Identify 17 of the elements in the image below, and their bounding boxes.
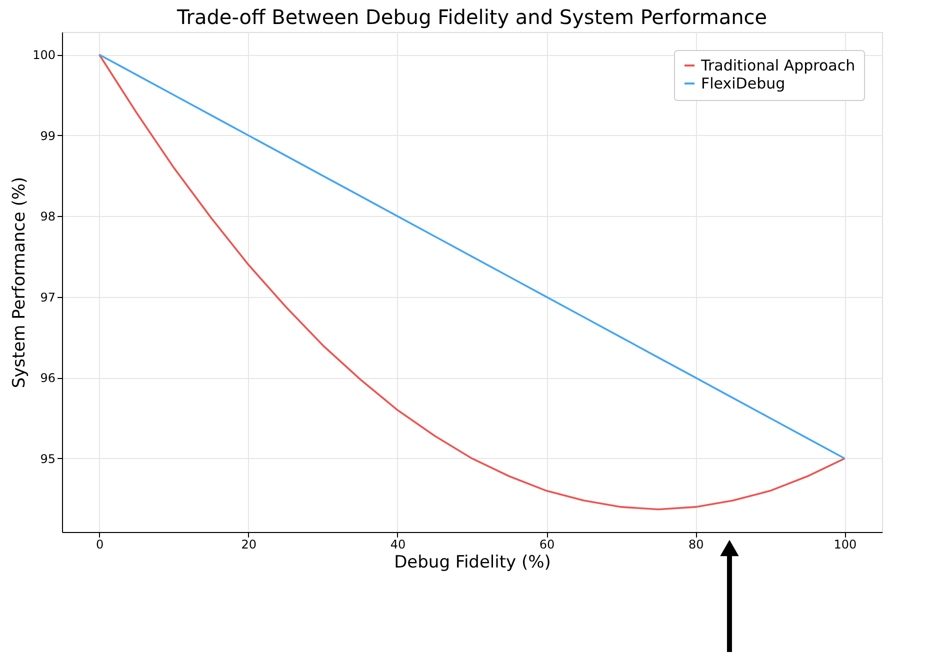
legend-label: FlexiDebug [701, 74, 786, 92]
legend-label: Traditional Approach [700, 56, 856, 74]
x-tick-label: 80 [688, 538, 704, 552]
x-tick-label: 20 [241, 538, 257, 552]
x-tick-label: 100 [834, 538, 857, 552]
x-tick-label: 60 [539, 538, 555, 552]
y-axis-title: System Performance (%) [10, 176, 30, 388]
y-tick-label: 95 [40, 452, 56, 466]
y-tick-label: 97 [40, 290, 56, 304]
y-tick-label: 100 [32, 48, 56, 62]
x-axis-title: Debug Fidelity (%) [394, 552, 551, 572]
x-tick-label: 0 [96, 538, 104, 552]
y-tick-label: 99 [40, 128, 56, 143]
x-tick-label: 40 [390, 538, 406, 552]
y-tick-label: 96 [40, 371, 56, 386]
y-tick-label: 98 [40, 210, 56, 224]
chart-title: Trade-off Between Debug Fidelity and System Performance [176, 5, 768, 29]
